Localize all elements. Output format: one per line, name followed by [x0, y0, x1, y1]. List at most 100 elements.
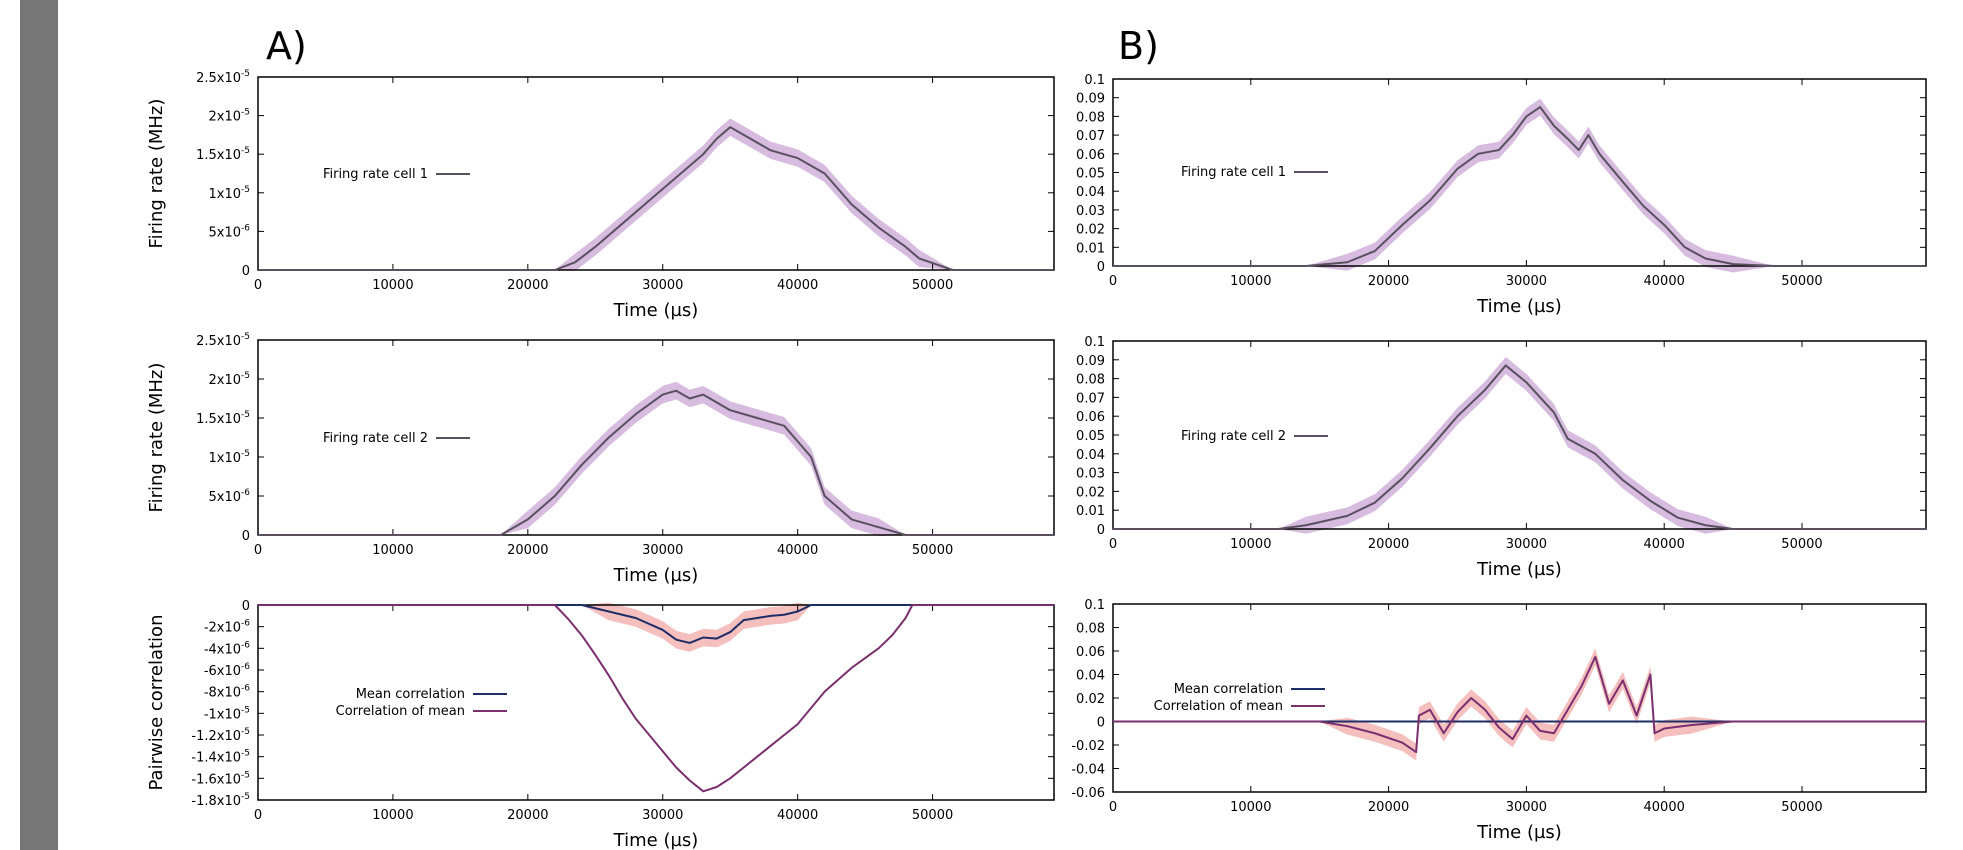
- x-tick-label: 10000: [1230, 274, 1271, 289]
- y-tick-label: -1.8x10-5: [191, 792, 250, 809]
- y-tick-mantissa: 5x10: [209, 225, 242, 240]
- y-tick-label: 0: [242, 599, 250, 614]
- legend-label: Correlation of mean: [336, 704, 465, 719]
- y-tick-label: 0.06: [1076, 410, 1105, 425]
- x-tick-label: 30000: [1506, 800, 1547, 815]
- series-line-1: [1113, 364, 1926, 530]
- y-tick-mantissa: 0.01: [1076, 241, 1105, 256]
- error-band-1: [258, 381, 1054, 536]
- y-tick-label: 0.08: [1076, 373, 1105, 388]
- x-tick-label: 20000: [1368, 800, 1409, 815]
- x-tick-label: 40000: [777, 543, 818, 558]
- x-tick-label: 50000: [912, 278, 953, 293]
- y-tick-label: 2.5x10-5: [196, 332, 250, 349]
- y-tick-mantissa: 0.07: [1076, 129, 1105, 144]
- x-tick-label: 20000: [1368, 537, 1409, 552]
- series-line-1: [258, 389, 1054, 536]
- y-tick-label: 1x10-5: [209, 185, 251, 202]
- x-tick-label: 10000: [1230, 800, 1271, 815]
- y-tick-label: 0: [1097, 716, 1105, 731]
- y-tick-mantissa: 0.1: [1084, 598, 1105, 613]
- x-axis-label: Time (µs): [613, 565, 699, 586]
- y-tick-mantissa: -4x10: [204, 642, 241, 657]
- error-band-1: [1113, 98, 1926, 273]
- chart-b1: 0 10000 20000 30000 40000 50000 0 0.01 0.02 0.03 0…: [1076, 73, 1927, 317]
- x-tick-label: 40000: [777, 808, 818, 823]
- y-tick-label: 0.07: [1076, 129, 1105, 144]
- y-tick-mantissa: 0.1: [1084, 335, 1105, 350]
- x-tick-label: 50000: [912, 543, 953, 558]
- y-tick-mantissa: -1.4x10: [191, 751, 241, 766]
- y-tick-mantissa: 0.09: [1076, 354, 1105, 369]
- y-tick-mantissa: 0.04: [1076, 185, 1105, 200]
- y-tick-exponent: -5: [241, 727, 250, 737]
- y-tick-label: 2x10-5: [209, 108, 251, 125]
- y-tick-label: 0.01: [1076, 241, 1105, 256]
- legend-label: Firing rate cell 1: [323, 167, 428, 182]
- y-tick-label: 0.04: [1076, 185, 1105, 200]
- x-tick-label: 0: [1109, 800, 1117, 815]
- y-tick-label: 5x10-6: [209, 223, 251, 240]
- legend-label: Firing rate cell 2: [1181, 429, 1286, 444]
- y-tick-exponent: -5: [241, 705, 250, 715]
- x-tick-label: 50000: [1781, 537, 1822, 552]
- y-tick-mantissa: 0.02: [1076, 692, 1105, 707]
- x-tick-label: 10000: [372, 543, 413, 558]
- series-line-1: [258, 126, 1054, 271]
- y-tick-mantissa: 0.09: [1076, 92, 1105, 107]
- y-tick-label: 0.02: [1076, 485, 1105, 500]
- y-tick-label: 2x10-5: [209, 371, 251, 388]
- y-tick-mantissa: -1.2x10: [191, 729, 241, 744]
- series-line-1: [1113, 106, 1926, 267]
- y-tick-mantissa: -0.04: [1071, 763, 1105, 778]
- y-tick-label: -4x10-6: [204, 640, 250, 657]
- y-tick-exponent: -5: [241, 332, 250, 342]
- x-axis-label: Time (µs): [613, 300, 699, 321]
- y-tick-label: -6x10-6: [204, 662, 250, 679]
- y-tick-label: 0.05: [1076, 167, 1105, 182]
- x-tick-label: 10000: [372, 278, 413, 293]
- y-tick-label: 1.5x10-5: [196, 146, 250, 163]
- y-tick-mantissa: 5x10: [209, 490, 242, 505]
- chart-b2: 0 10000 20000 30000 40000 50000 0 0.01 0.02 0.03 0…: [1076, 335, 1927, 580]
- x-tick-label: 40000: [777, 278, 818, 293]
- x-tick-label: 30000: [642, 543, 683, 558]
- y-tick-label: -1x10-5: [204, 705, 250, 722]
- y-tick-mantissa: 1x10: [209, 451, 242, 466]
- y-tick-exponent: -5: [241, 770, 250, 780]
- y-tick-label: -0.04: [1071, 763, 1105, 778]
- y-tick-exponent: -5: [241, 108, 250, 118]
- x-tick-label: 30000: [642, 808, 683, 823]
- y-tick-mantissa: -0.02: [1071, 739, 1105, 754]
- y-axis-label: Pairwise correlation: [146, 615, 167, 791]
- y-tick-label: 0.02: [1076, 692, 1105, 707]
- y-tick-mantissa: 0.06: [1076, 148, 1105, 163]
- y-tick-label: 0.06: [1076, 148, 1105, 163]
- y-tick-mantissa: 2x10: [209, 373, 242, 388]
- x-tick-label: 0: [254, 278, 262, 293]
- y-tick-label: -1.6x10-5: [191, 770, 250, 787]
- y-tick-label: -1.4x10-5: [191, 749, 250, 766]
- x-tick-label: 40000: [1644, 537, 1685, 552]
- error-band-1: [1113, 356, 1926, 534]
- y-tick-exponent: -5: [241, 792, 250, 802]
- y-tick-exponent: -5: [241, 371, 250, 381]
- y-tick-mantissa: 0: [1097, 523, 1105, 538]
- y-tick-label: 2.5x10-5: [196, 69, 250, 86]
- x-tick-label: 40000: [1644, 800, 1685, 815]
- y-tick-mantissa: 0.03: [1076, 467, 1105, 482]
- y-tick-mantissa: 0: [1097, 260, 1105, 275]
- y-tick-exponent: -6: [241, 662, 250, 672]
- y-tick-mantissa: 0: [242, 529, 250, 544]
- legend-label: Mean correlation: [356, 687, 465, 702]
- y-tick-mantissa: 0.07: [1076, 391, 1105, 406]
- plot-frame: [1112, 603, 1927, 793]
- x-tick-label: 10000: [372, 808, 413, 823]
- x-axis-label: Time (µs): [613, 830, 699, 850]
- y-tick-exponent: -6: [241, 488, 250, 498]
- x-tick-label: 0: [254, 543, 262, 558]
- series-line-2: [1113, 655, 1926, 754]
- y-tick-mantissa: 0.02: [1076, 223, 1105, 238]
- y-tick-label: 0.1: [1084, 598, 1105, 613]
- y-tick-mantissa: 0.05: [1076, 429, 1105, 444]
